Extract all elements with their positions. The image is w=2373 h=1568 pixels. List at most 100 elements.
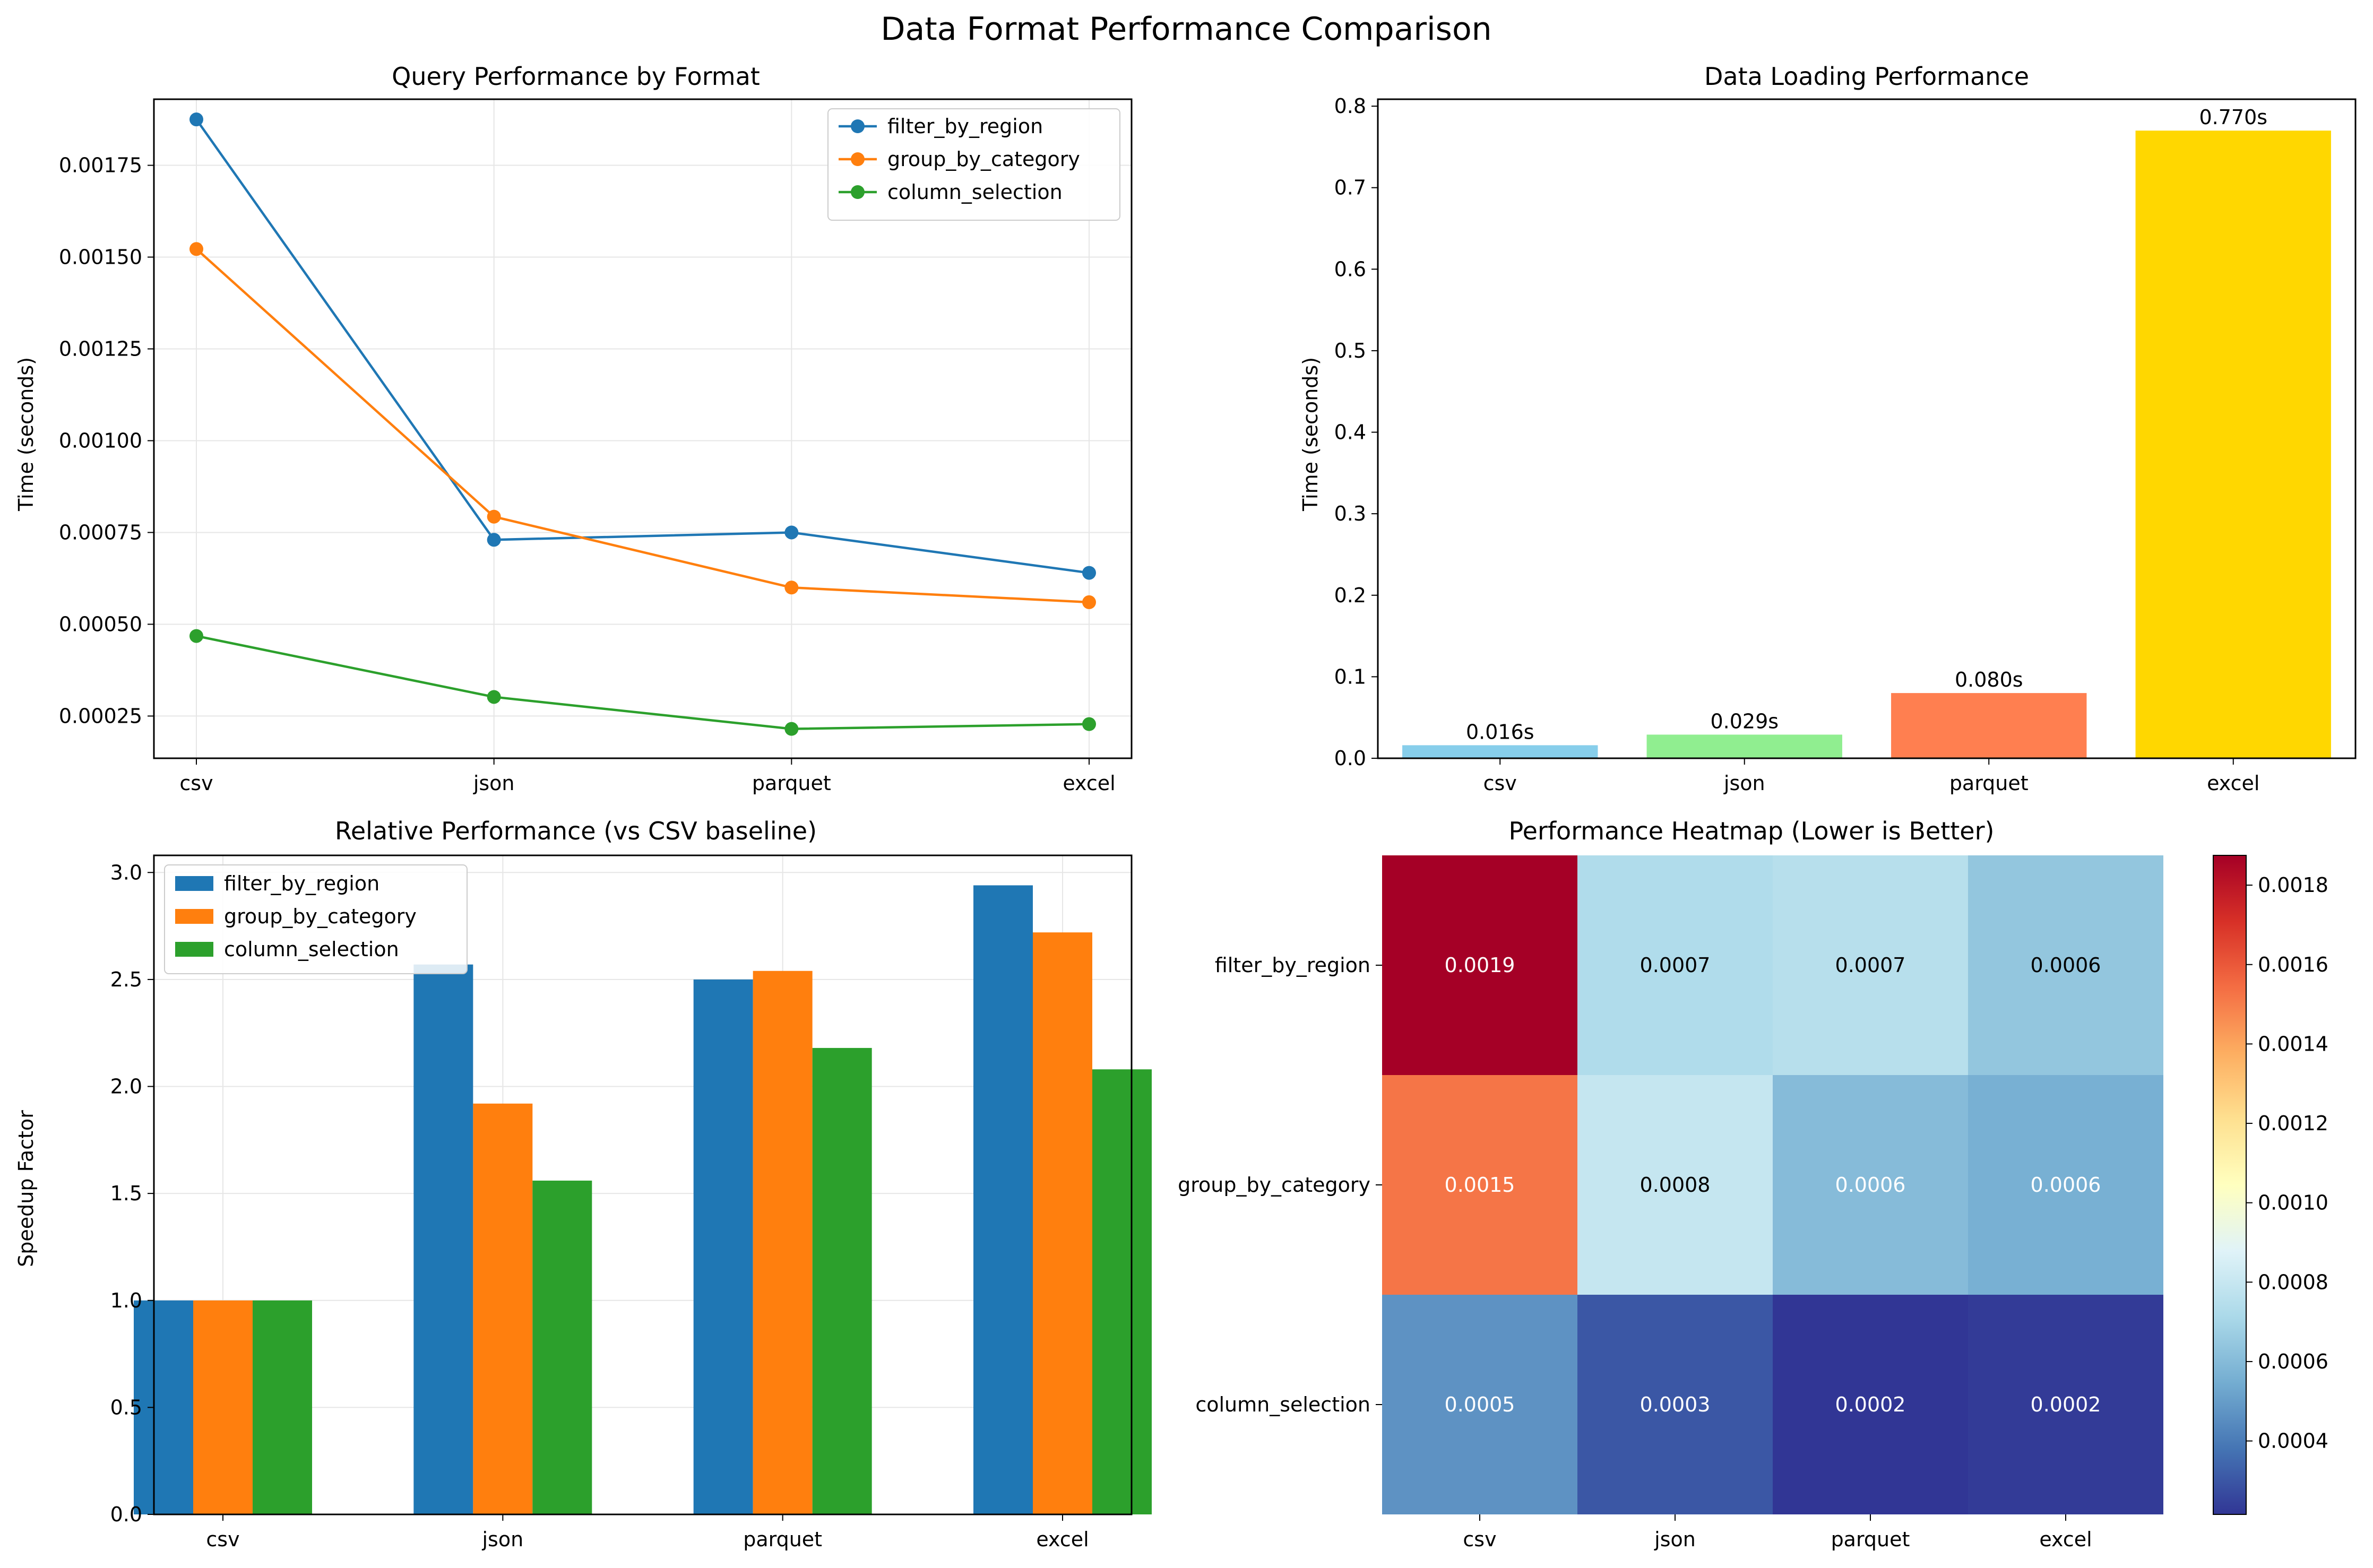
data-loading-plot-frame xyxy=(1377,98,2357,759)
x-tick-label: parquet xyxy=(743,1528,822,1551)
data-point-column_selection xyxy=(487,690,501,704)
bar-value-label: 0.016s xyxy=(1466,720,1534,743)
relative-performance-bars xyxy=(134,885,1152,1514)
y-tick-label: 0.4 xyxy=(1334,421,1366,444)
bar-column_selection xyxy=(532,1180,592,1514)
heatmap-cell xyxy=(1382,1075,1577,1295)
legend-marker-group_by_category xyxy=(851,152,865,166)
legend-marker-filter_by_region xyxy=(851,119,865,133)
y-tick-label: 0.00100 xyxy=(59,429,142,452)
bar-filter_by_region xyxy=(413,964,473,1514)
colorbar-gradient xyxy=(2213,855,2247,1515)
query-performance-panel: Query Performance by Format Time (second… xyxy=(14,62,1133,795)
data-loading-panel: Data Loading Performance Time (seconds) … xyxy=(1299,62,2357,795)
legend-swatch-group_by_category xyxy=(175,909,213,924)
y-tick-label: 0.5 xyxy=(1334,339,1366,362)
query-performance-plot-frame xyxy=(153,98,1133,759)
x-tick-label: excel xyxy=(1036,1528,1089,1551)
query-performance-ylabel: Time (seconds) xyxy=(14,357,38,512)
y-tick-label: 1.0 xyxy=(110,1289,142,1312)
data-point-filter_by_region xyxy=(784,525,799,540)
bar-value-label: 0.029s xyxy=(1710,709,1779,733)
series-line-column_selection xyxy=(196,635,1090,730)
x-tick-label: parquet xyxy=(1831,1528,1910,1551)
legend-label: filter_by_region xyxy=(224,872,379,895)
legend-swatch-column_selection xyxy=(175,942,213,957)
data-point-column_selection xyxy=(784,722,799,736)
query-performance-legend: filter_by_region group_by_category column_… xyxy=(827,108,1120,221)
y-tick-label: column_selection xyxy=(1195,1393,1370,1416)
bar-column_selection xyxy=(1092,1069,1152,1514)
heatmap-cell-label: 0.0003 xyxy=(1640,1393,1711,1416)
x-tick-label: excel xyxy=(1063,772,1115,795)
relative-performance-legend: filter_by_region group_by_category column_… xyxy=(164,864,468,974)
bar-parquet xyxy=(1891,693,2087,758)
colorbar-tick-label: 0.0016 xyxy=(2258,953,2328,976)
heatmap-cell-label: 0.0015 xyxy=(1445,1173,1515,1197)
heatmap-cell xyxy=(1968,855,2163,1075)
heatmap-cell xyxy=(1773,1075,1968,1295)
heatmap-cell-label: 0.0019 xyxy=(1445,954,1515,977)
y-tick-label: 0.7 xyxy=(1334,176,1366,200)
heatmap-cell-label: 0.0005 xyxy=(1445,1393,1515,1416)
relative-performance-ylabel: Speedup Factor xyxy=(14,1110,38,1267)
x-tick-label: excel xyxy=(2207,772,2259,795)
heatmap-cell xyxy=(1577,1295,1773,1514)
data-point-filter_by_region xyxy=(189,112,203,127)
bar-group_by_category xyxy=(193,1300,253,1514)
relative-performance-plot-frame xyxy=(153,854,1133,1515)
y-tick-label: 0.0 xyxy=(1334,747,1366,770)
data-point-column_selection xyxy=(189,629,203,643)
bar-json xyxy=(1646,734,1842,758)
bar-filter_by_region xyxy=(973,885,1033,1514)
heatmap-cell xyxy=(1773,855,1968,1075)
bar-csv xyxy=(1402,745,1598,758)
relative-performance-panel: Relative Performance (vs CSV baseline) S… xyxy=(14,817,1152,1551)
bar-excel xyxy=(2135,131,2331,759)
x-tick-label: csv xyxy=(1483,772,1517,795)
x-tick-label: parquet xyxy=(752,772,831,795)
y-tick-label: 1.5 xyxy=(110,1182,142,1205)
heatmap-cell-label: 0.0006 xyxy=(2031,1173,2101,1197)
data-loading-ticks: csv json parquet excel 0.0 0.1 0.2 0.3 0.4 0.5 0.6… xyxy=(1334,94,2260,795)
heatmap-cell xyxy=(1382,855,1577,1075)
data-point-group_by_category xyxy=(784,581,799,595)
query-performance-title: Query Performance by Format xyxy=(392,62,760,91)
y-tick-label: filter_by_region xyxy=(1215,954,1370,977)
legend-marker-column_selection xyxy=(851,185,865,199)
colorbar-tick-label: 0.0018 xyxy=(2258,873,2328,897)
x-tick-label: json xyxy=(473,772,515,795)
colorbar-tick-label: 0.0010 xyxy=(2258,1191,2328,1215)
y-tick-label: 0.0 xyxy=(110,1503,142,1526)
series-line-filter_by_region xyxy=(195,118,1090,574)
colorbar-tick-label: 0.0008 xyxy=(2258,1270,2328,1294)
heatmap-cell-label: 0.0007 xyxy=(1835,954,1906,977)
bar-column_selection xyxy=(812,1047,872,1514)
colorbar-tick-label: 0.0012 xyxy=(2258,1112,2328,1135)
legend-frame xyxy=(164,864,468,974)
bar-group_by_category xyxy=(473,1103,533,1514)
x-tick-label: csv xyxy=(179,772,213,795)
data-point-filter_by_region xyxy=(487,533,501,547)
x-tick-label: json xyxy=(1654,1528,1696,1551)
y-tick-label: 0.00125 xyxy=(59,337,142,361)
y-tick-label: 0.3 xyxy=(1334,502,1366,525)
data-loading-title: Data Loading Performance xyxy=(1704,62,2029,91)
x-tick-label: parquet xyxy=(1949,772,2029,795)
relative-performance-title: Relative Performance (vs CSV baseline) xyxy=(335,817,817,845)
y-tick-label: 0.00050 xyxy=(59,612,142,636)
bar-filter_by_region xyxy=(693,979,753,1514)
query-performance-ticks: csv json parquet excel 0.00025 0.00050 0.00075… xyxy=(59,154,1116,795)
heatmap-cell xyxy=(1968,1295,2163,1514)
y-tick-label: group_by_category xyxy=(1178,1173,1370,1197)
colorbar-tick-label: 0.0004 xyxy=(2258,1430,2328,1453)
bar-value-label: 0.080s xyxy=(1955,668,2023,691)
heatmap-panel: Performance Heatmap (Lower is Better) 0.… xyxy=(1178,817,2328,1551)
y-tick-label: 0.6 xyxy=(1334,257,1366,281)
heatmap-cell xyxy=(1382,1295,1577,1514)
data-loading-ylabel: Time (seconds) xyxy=(1299,357,1322,512)
heatmap-title: Performance Heatmap (Lower is Better) xyxy=(1509,817,1995,845)
query-performance-series xyxy=(189,112,1096,736)
y-tick-label: 2.5 xyxy=(110,968,142,991)
